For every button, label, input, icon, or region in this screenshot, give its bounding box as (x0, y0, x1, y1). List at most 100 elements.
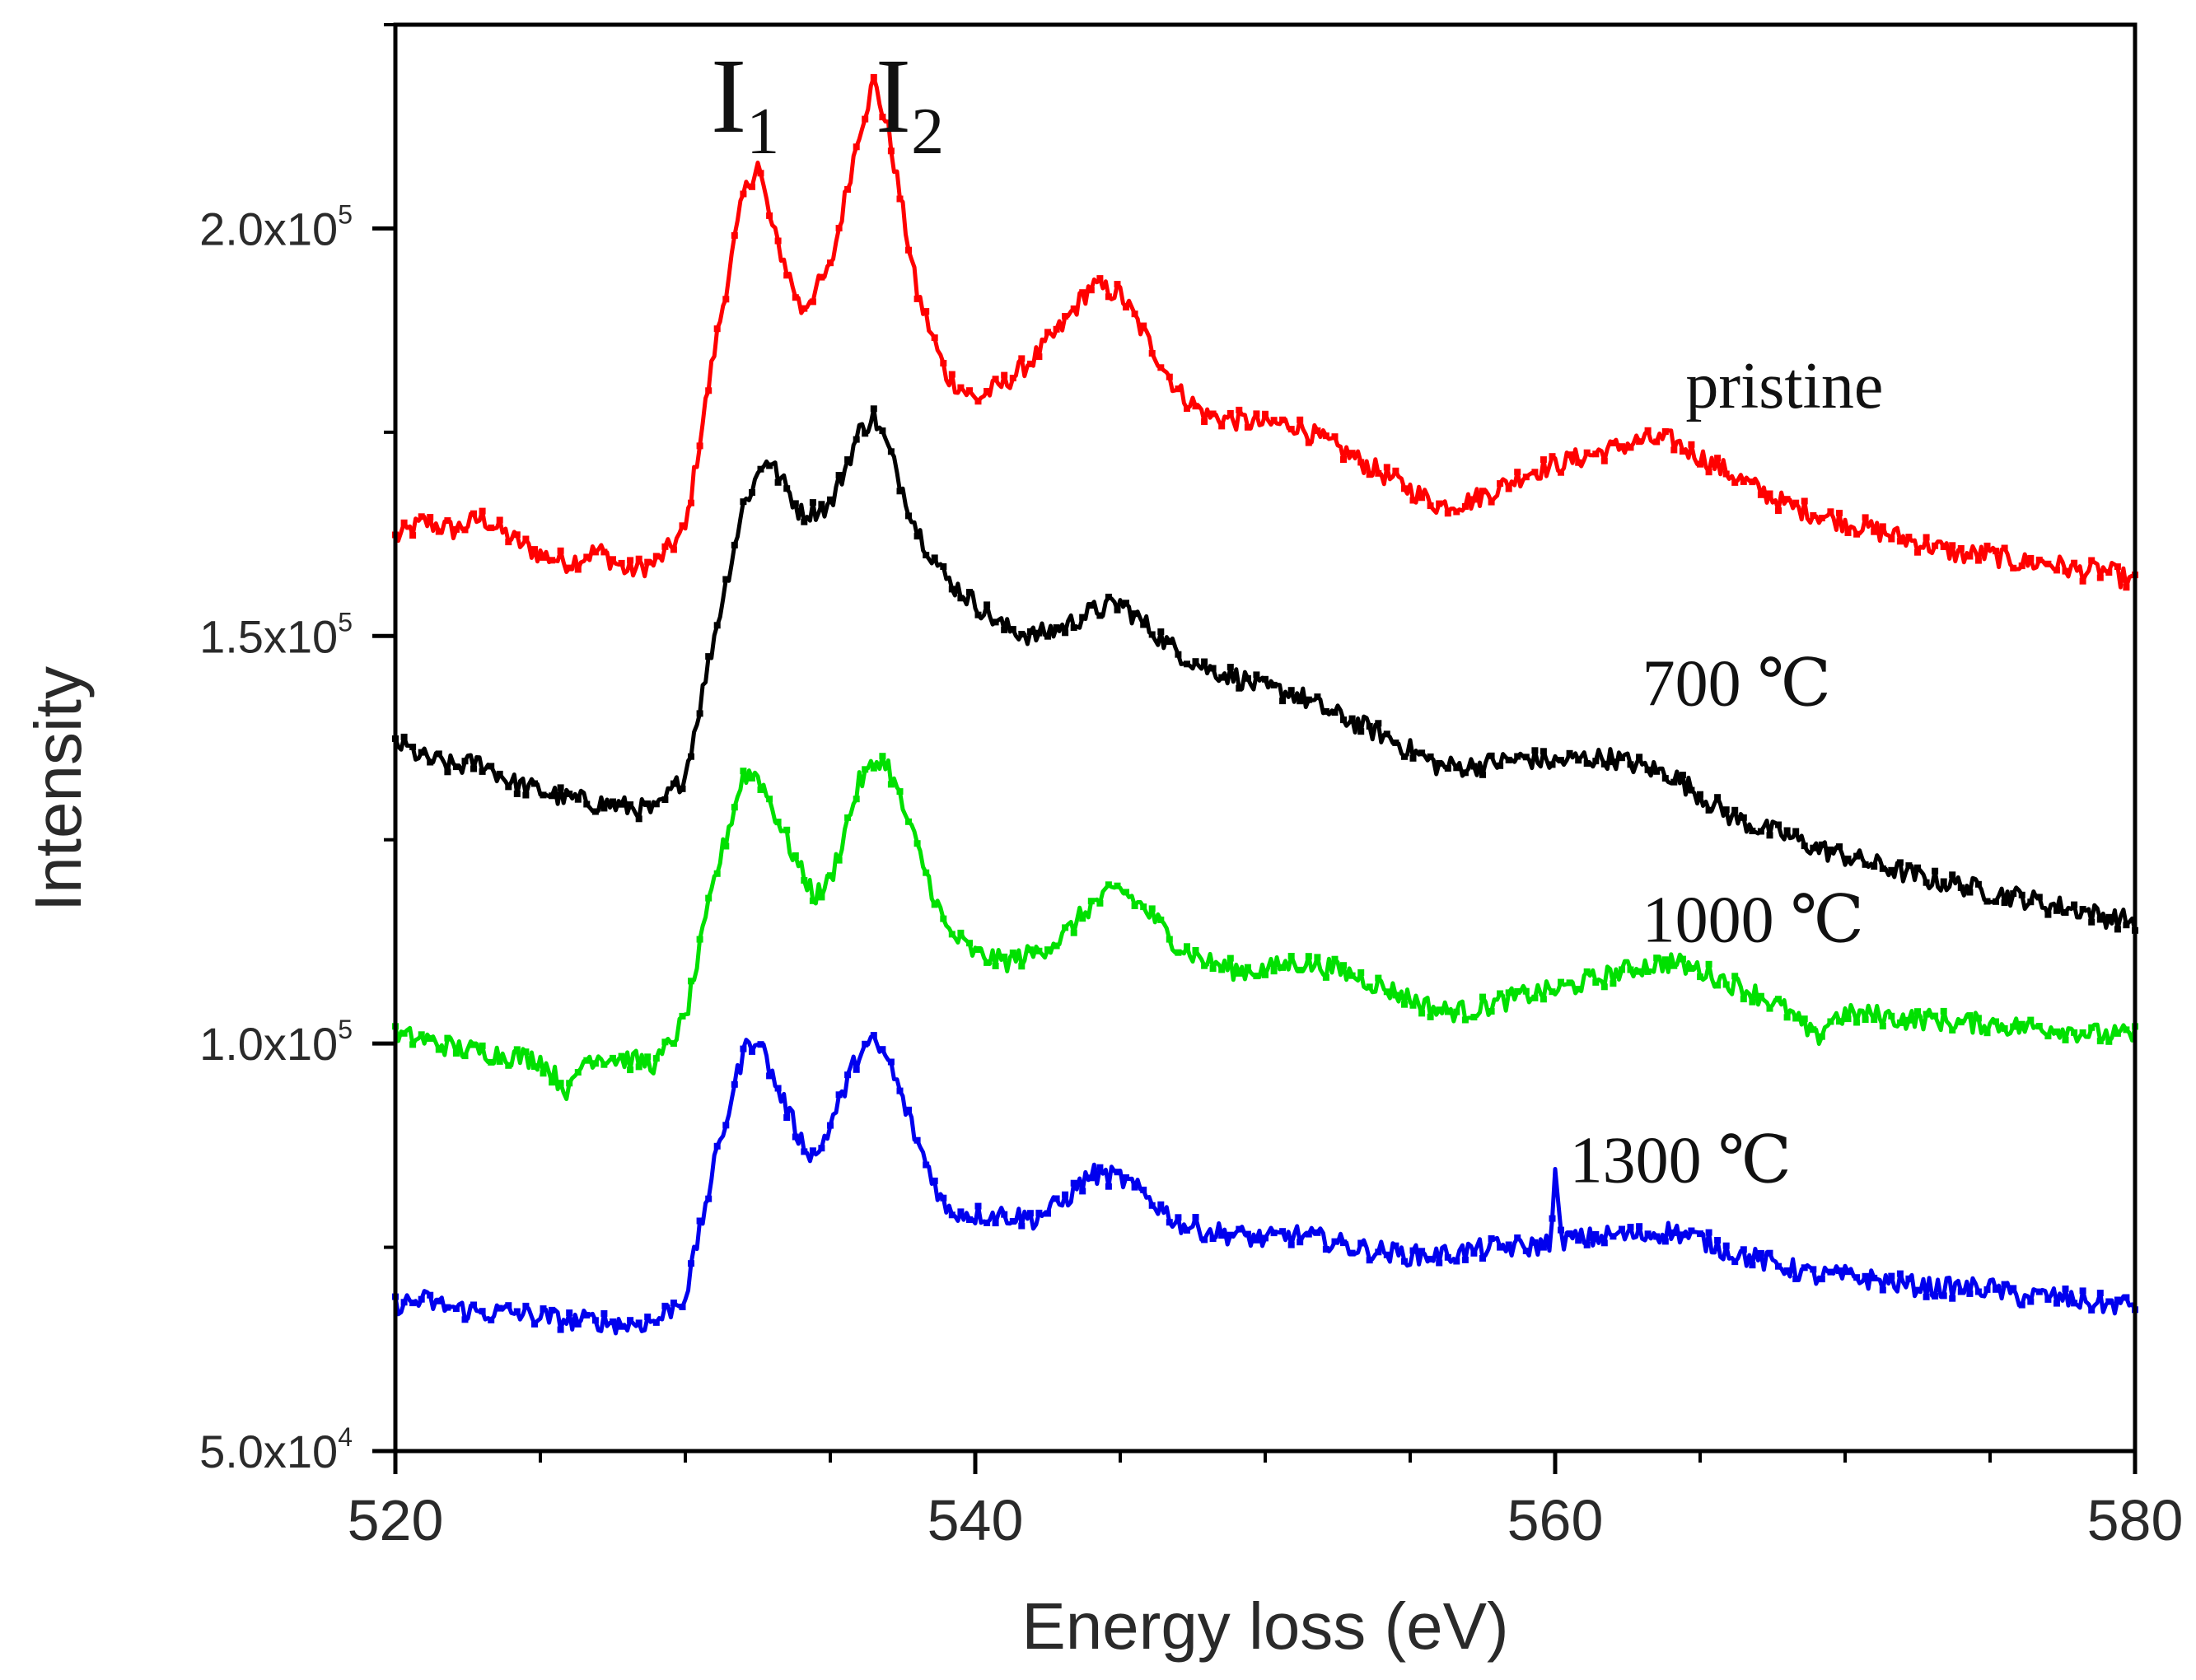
data-point (1940, 544, 1947, 550)
data-point (2114, 1029, 2121, 1037)
data-point (427, 1291, 434, 1299)
data-point (583, 1312, 591, 1318)
data-point (661, 543, 669, 550)
data-point (931, 901, 938, 908)
data-point (2044, 1033, 2052, 1040)
data-point (652, 1055, 660, 1062)
data-point (1705, 1229, 1712, 1236)
data-point (792, 294, 799, 301)
data-point (591, 808, 599, 815)
data-point (1287, 953, 1295, 959)
data-point (452, 763, 460, 771)
data-point (1505, 989, 1512, 996)
data-point (1836, 1267, 1843, 1275)
data-point (479, 1042, 486, 1049)
data-point (1461, 769, 1469, 777)
data-point (1871, 1016, 1878, 1024)
data-point (488, 1058, 495, 1066)
data-point (705, 653, 713, 660)
data-point (722, 296, 730, 303)
data-point (1600, 1239, 1608, 1247)
data-point (766, 462, 773, 469)
data-point (1026, 628, 1034, 635)
data-point (1401, 1001, 1408, 1008)
data-point (661, 1038, 669, 1046)
data-point (835, 225, 843, 231)
data-point (1253, 410, 1260, 418)
data-point (1879, 1023, 1886, 1029)
data-point (2071, 1300, 2078, 1307)
data-point (1140, 903, 1147, 911)
data-point (1035, 1209, 1043, 1216)
data-point (670, 1300, 677, 1307)
data-point (1322, 707, 1329, 715)
data-point (644, 1053, 652, 1061)
data-point (1514, 1234, 1521, 1241)
data-point (1583, 449, 1591, 456)
data-point (2035, 1288, 2043, 1295)
data-point (600, 805, 608, 812)
data-point (1279, 416, 1287, 423)
data-point (1401, 753, 1408, 760)
data-point (879, 427, 886, 435)
data-point (1018, 355, 1026, 362)
data-point (488, 524, 495, 531)
data-point (1923, 534, 1930, 541)
data-point (1810, 512, 1817, 519)
data-point (1653, 438, 1661, 446)
series-markers-pristine (392, 73, 2138, 591)
data-point (1974, 880, 1982, 888)
data-point (827, 1122, 834, 1129)
data-point (1619, 1225, 1625, 1233)
data-point (1253, 973, 1260, 980)
data-point (1357, 459, 1365, 466)
data-point (1062, 313, 1069, 320)
data-point (470, 510, 477, 517)
data-point (1810, 1026, 1817, 1034)
data-point (1714, 1237, 1722, 1244)
data-point (1610, 1233, 1617, 1240)
data-point (1218, 966, 1226, 973)
data-point (1184, 943, 1190, 950)
data-point (435, 750, 442, 758)
data-point (1600, 457, 1608, 464)
data-point (1201, 418, 1208, 425)
data-point (513, 531, 521, 539)
data-point (1514, 753, 1521, 760)
data-point (783, 272, 791, 279)
data-point (1444, 1008, 1451, 1015)
data-point (1705, 806, 1712, 814)
data-point (1270, 1230, 1278, 1237)
data-point (444, 768, 451, 776)
data-point (2062, 1286, 2069, 1292)
data-point (957, 384, 965, 391)
data-point (1392, 992, 1399, 999)
data-point (887, 147, 895, 155)
data-point (1783, 1014, 1791, 1021)
data-point (1592, 758, 1600, 765)
data-point (1549, 1215, 1556, 1222)
data-point (1087, 287, 1095, 294)
data-point (1218, 674, 1226, 681)
data-point (1035, 353, 1043, 361)
data-point (1801, 497, 1808, 505)
data-point (1201, 658, 1208, 665)
data-point (2088, 557, 2096, 564)
data-point (1731, 806, 1739, 814)
data-point (974, 946, 982, 953)
data-point (1297, 1239, 1304, 1246)
data-point (923, 869, 930, 876)
data-point (1983, 1029, 1991, 1037)
data-point (670, 780, 677, 787)
data-point (1949, 1295, 1956, 1302)
data-point (2027, 1298, 2035, 1305)
data-point (635, 555, 642, 562)
data-point (1810, 844, 1817, 852)
data-point (1479, 488, 1486, 495)
data-point (627, 557, 634, 564)
data-point (1070, 624, 1077, 632)
data-point (801, 305, 808, 312)
data-point (1470, 1249, 1478, 1257)
data-point (1444, 510, 1451, 517)
data-point (1270, 968, 1278, 975)
